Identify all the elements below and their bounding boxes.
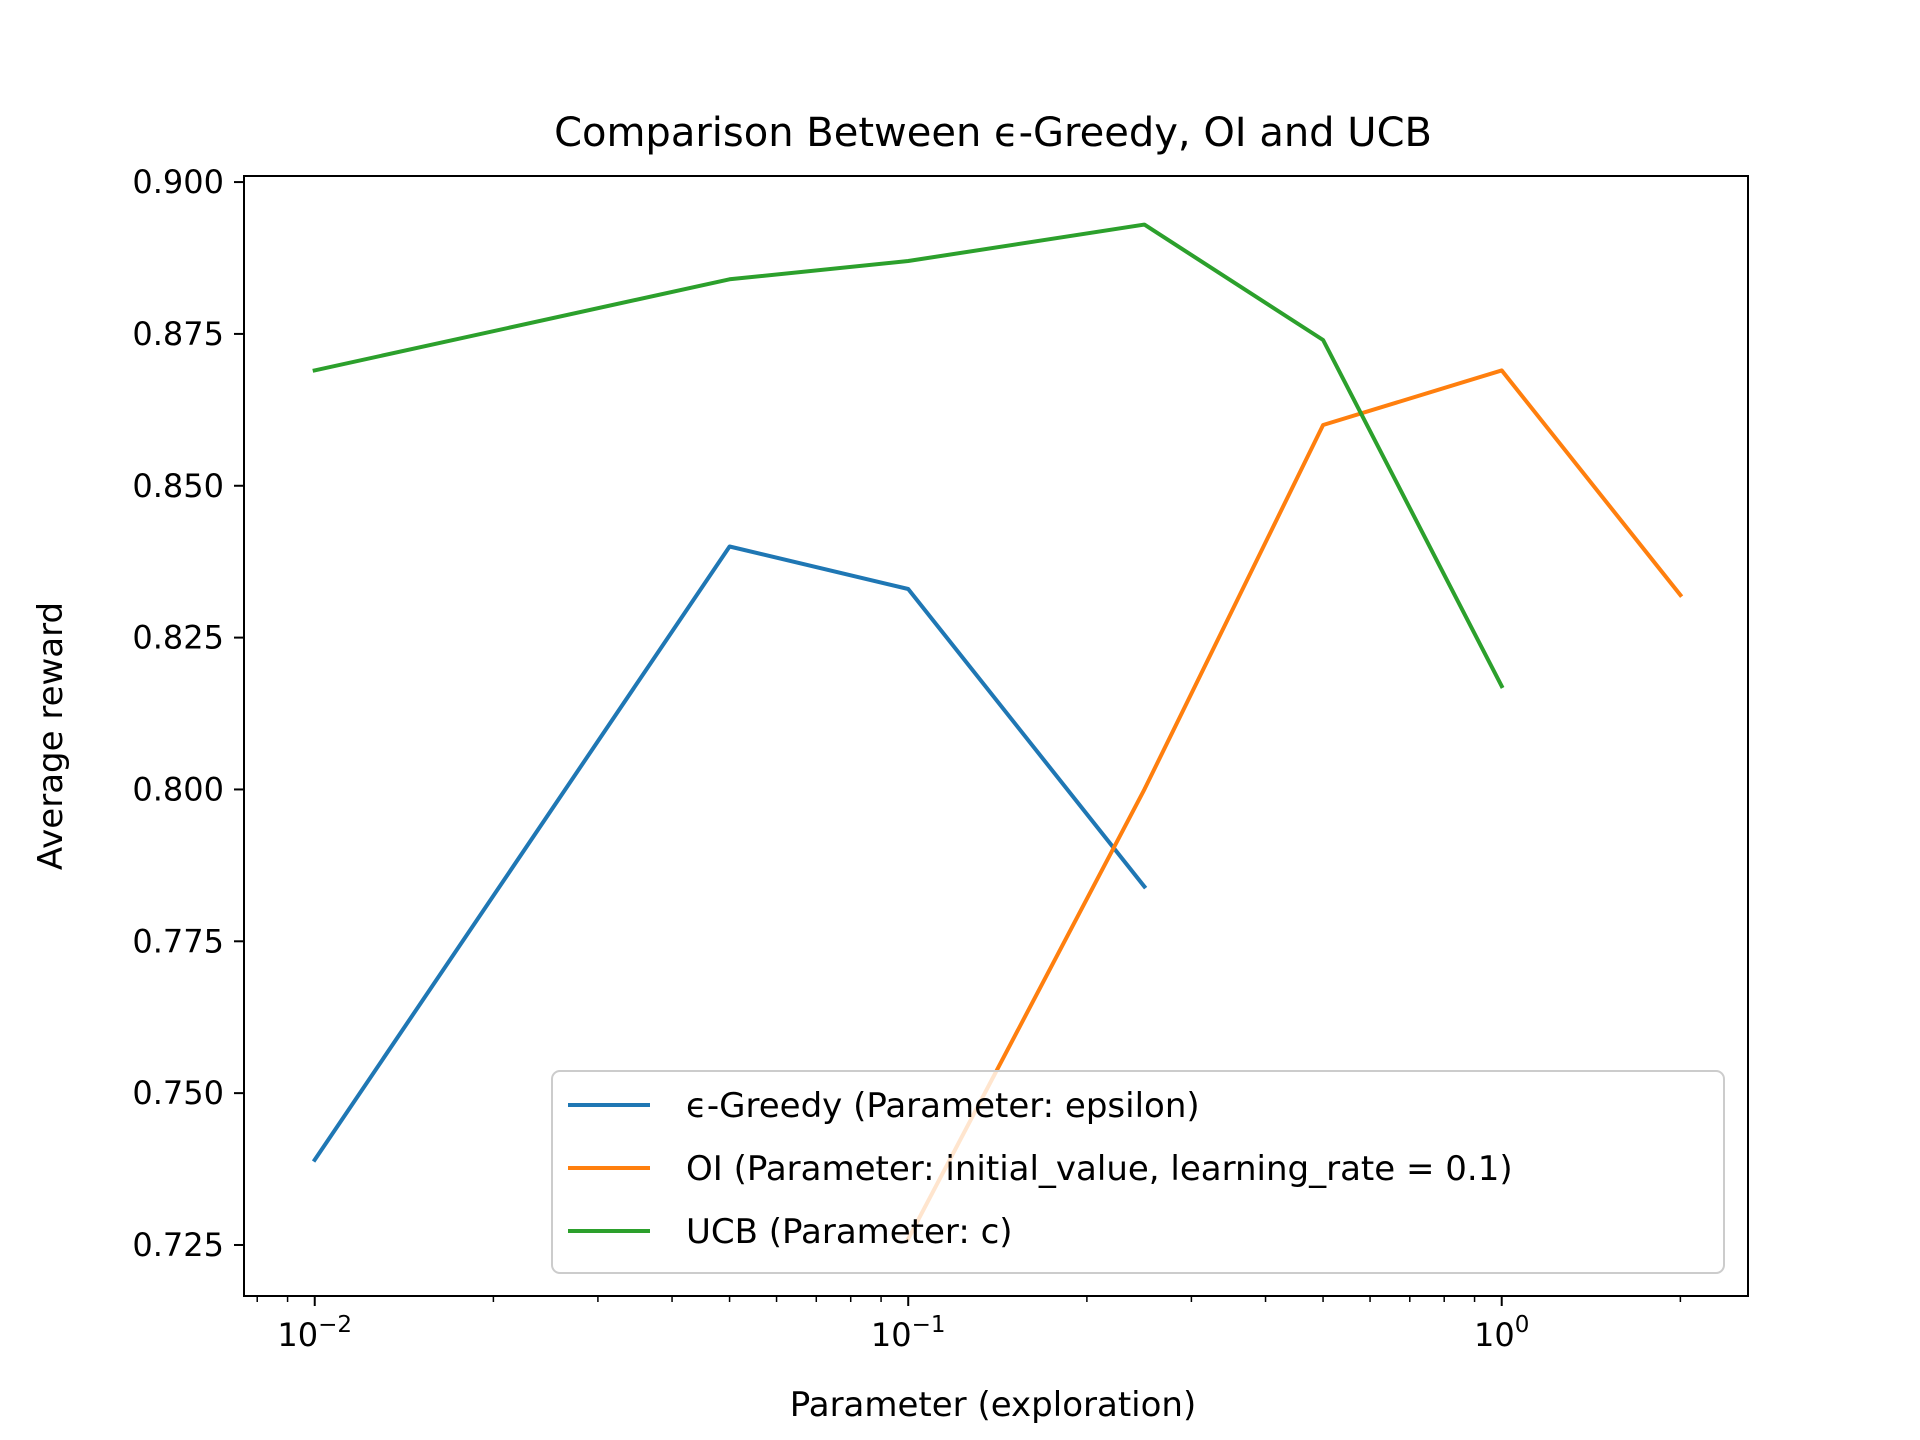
y-tick-label: 0.750 [132,1074,224,1112]
x-tick-label: 10−1 [871,1312,946,1354]
y-axis-label: Average reward [31,602,71,870]
x-tick-label: 100 [1474,1312,1529,1354]
legend-box [551,1070,1725,1274]
x-axis-label: Parameter (exploration) [790,1385,1196,1425]
y-tick-label: 0.725 [132,1226,224,1264]
chart-title: Comparison Between ϵ-Greedy, OI and UCB [554,110,1432,156]
y-tick-label: 0.800 [132,770,224,808]
y-tick-label: 0.875 [132,315,224,353]
series-line-2 [312,222,1505,689]
y-tick-label: 0.850 [132,467,224,505]
legend-label-0: ϵ-Greedy (Parameter: epsilon) [686,1086,1200,1126]
series-layer [311,222,1684,1242]
y-tick-label: 0.900 [132,163,224,201]
legend-label-1: OI (Parameter: initial_value, learning_r… [686,1149,1513,1189]
series-line-1 [905,368,1684,1242]
legend: ϵ-Greedy (Parameter: epsilon) OI (Paramet… [551,1070,1725,1274]
legend-label-2: UCB (Parameter: c) [686,1212,1013,1252]
y-axis: 0.725 0.750 0.775 0.800 0.825 0.850 0.875 0.900 [132,163,244,1264]
series-line-0 [311,544,1148,1163]
x-tick-label: 10−2 [277,1312,352,1354]
y-tick-label: 0.825 [132,619,224,657]
plot-frame [243,175,1749,1297]
y-tick-label: 0.775 [132,922,224,960]
x-axis: 10−2 10−1 100 [256,1296,1682,1354]
